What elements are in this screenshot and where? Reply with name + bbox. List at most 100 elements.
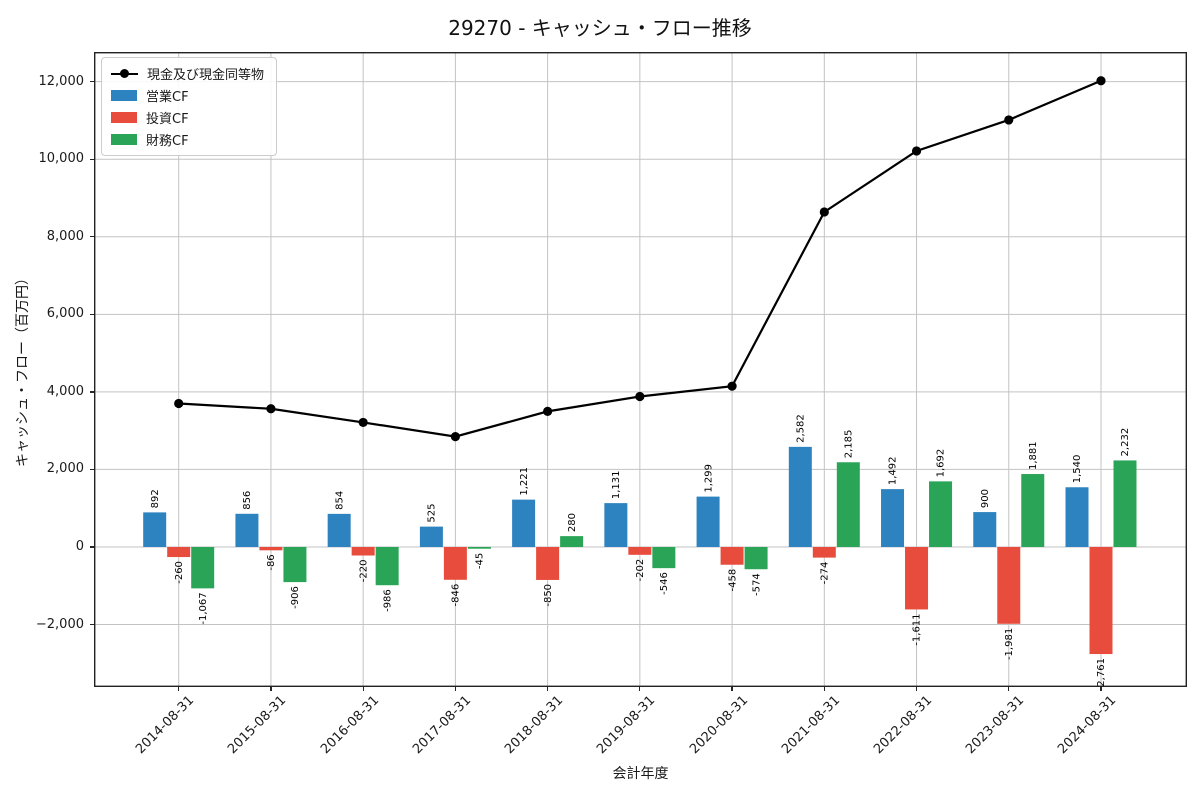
y-tick-label: 0 <box>75 538 84 554</box>
bar-value-label: 854 <box>334 491 345 510</box>
bar-value-label: -220 <box>358 560 369 583</box>
bar-営業CF <box>143 512 167 547</box>
x-tick-label: 2017-08-31 <box>409 693 474 758</box>
legend-label: 現金及び現金同等物 <box>147 68 265 83</box>
bar-value-label: 280 <box>567 513 578 532</box>
bar-value-label: -1,981 <box>1004 628 1015 660</box>
bar-営業CF <box>235 513 259 547</box>
bar-value-label: 892 <box>150 489 161 508</box>
bar-value-label: -45 <box>475 553 486 569</box>
x-tick-label: 2021-08-31 <box>778 693 843 758</box>
x-tick-label: 2016-08-31 <box>317 693 382 758</box>
legend-label: 財務CF <box>146 134 189 149</box>
legend-marker-icon <box>120 68 129 78</box>
y-tick-mark <box>90 468 94 471</box>
bar-投資CF <box>905 546 929 610</box>
bar-投資CF <box>167 546 191 558</box>
x-tick-mark <box>362 687 364 691</box>
bar-value-label: 856 <box>242 491 253 510</box>
y-tick-mark <box>90 81 94 83</box>
bar-value-label: 1,131 <box>611 470 622 499</box>
bar-value-label: -574 <box>751 573 762 596</box>
legend-item: 営業CF <box>111 87 264 105</box>
bar-営業CF <box>327 513 351 547</box>
bar-value-label: -850 <box>543 584 554 607</box>
bar-value-label: -2,761 <box>1096 658 1107 687</box>
x-tick-label: 2018-08-31 <box>502 693 567 758</box>
y-tick-mark <box>90 236 94 238</box>
legend-swatch-icon <box>111 134 137 145</box>
legend-label: 投資CF <box>146 112 189 127</box>
bar-営業CF <box>512 499 536 547</box>
bar-財務CF <box>283 546 307 583</box>
line-point <box>635 391 645 402</box>
line-point <box>174 398 184 409</box>
x-tick-mark <box>731 687 733 691</box>
bar-財務CF <box>1021 474 1045 547</box>
bar-財務CF <box>191 546 215 589</box>
bar-value-label: -546 <box>659 572 670 595</box>
bar-財務CF <box>375 546 399 586</box>
line-point <box>450 432 460 442</box>
x-tick-mark <box>639 687 641 691</box>
x-tick-mark <box>1008 687 1010 691</box>
bar-財務CF <box>744 546 768 570</box>
bar-value-label: -1,611 <box>912 613 923 645</box>
bar-value-label: 1,221 <box>519 467 530 496</box>
x-tick-label: 2014-08-31 <box>133 693 198 758</box>
y-tick-label: 8,000 <box>46 228 84 244</box>
x-tick-label: 2019-08-31 <box>594 693 659 758</box>
bar-財務CF <box>836 462 860 547</box>
bar-value-label: -1,067 <box>198 592 209 624</box>
legend-item: 財務CF <box>111 131 264 149</box>
line-point <box>911 146 922 156</box>
chart-canvas: 892 856 854 525 1,221 1,131 1,299 2,582 1,492 900… <box>94 52 1187 687</box>
x-tick-mark <box>454 687 457 691</box>
bar-value-label: 1,881 <box>1028 441 1039 470</box>
chart-title: 29270 - キャッシュ・フロー推移 <box>448 16 752 40</box>
legend-item: 投資CF <box>111 109 264 127</box>
bar-value-label: -202 <box>635 559 646 582</box>
y-tick-label: 12,000 <box>38 73 85 89</box>
line-point <box>543 406 553 416</box>
x-tick-mark <box>915 687 918 691</box>
bar-value-label: -260 <box>174 561 185 584</box>
y-tick-mark <box>90 623 94 626</box>
x-tick-mark <box>178 687 180 691</box>
bar-財務CF <box>929 481 953 547</box>
line-point <box>1004 115 1014 125</box>
bar-value-label: -986 <box>382 589 393 612</box>
x-tick-mark <box>1100 687 1102 691</box>
bar-財務CF <box>467 546 491 549</box>
bar-value-label: 1,540 <box>1072 455 1083 484</box>
bar-value-label: 1,692 <box>936 449 947 478</box>
bar-投資CF <box>259 546 283 551</box>
bar-営業CF <box>1065 487 1089 547</box>
line-point <box>819 207 829 217</box>
bar-営業CF <box>419 526 443 547</box>
bar-value-label: -906 <box>290 586 301 609</box>
plot-border <box>94 52 1187 687</box>
bar-value-label: -846 <box>451 584 462 607</box>
bar-value-label: -274 <box>820 562 831 585</box>
x-axis-label: 会計年度 <box>612 766 669 782</box>
x-tick-label: 2022-08-31 <box>871 693 936 758</box>
y-tick-mark <box>90 546 94 548</box>
bar-営業CF <box>604 503 628 547</box>
bar-value-label: 2,582 <box>796 414 807 443</box>
x-tick-label: 2015-08-31 <box>225 693 290 758</box>
bar-value-label: -458 <box>727 569 738 592</box>
legend-item: 現金及び現金同等物 <box>111 65 265 83</box>
bar-value-label: 2,232 <box>1120 428 1131 457</box>
legend-swatch-icon <box>111 90 137 101</box>
bar-投資CF <box>443 546 467 580</box>
x-tick-label: 2024-08-31 <box>1055 693 1120 758</box>
legend: 現金及び現金同等物 営業CF 投資CF 財務CF <box>101 57 278 156</box>
bar-投資CF <box>536 546 560 580</box>
x-tick-mark <box>546 687 549 691</box>
bar-営業CF <box>881 489 905 547</box>
bar-財務CF <box>560 536 584 547</box>
bar-value-label: 1,492 <box>888 456 899 485</box>
legend-label: 営業CF <box>146 90 189 105</box>
y-tick-label: 10,000 <box>38 151 85 167</box>
